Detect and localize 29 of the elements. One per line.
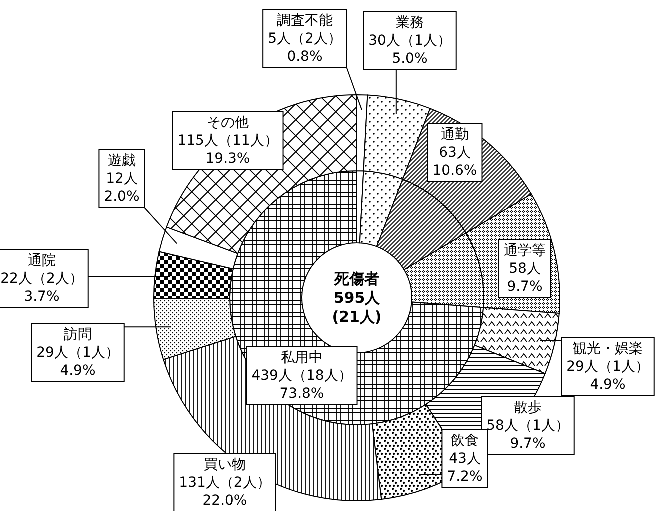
- data-label: 58人 9.7%: [507, 261, 543, 295]
- data-label: 439人（18人） 73.8%: [252, 368, 352, 402]
- slice-label: 遊戯: [108, 153, 136, 169]
- slice-label: その他: [207, 115, 249, 131]
- slice-label: 飲食: [451, 433, 479, 449]
- data-label: 115人（11人） 19.3%: [178, 133, 278, 167]
- text: (21人): [332, 308, 382, 326]
- data-label: 58人（1人） 9.7%: [486, 418, 570, 452]
- data-label: 5人（2人） 0.8%: [268, 31, 342, 65]
- data-label: 22人（2人） 3.7%: [0, 271, 84, 305]
- data-label: 12人 2.0%: [104, 171, 140, 205]
- slice-label: 買い物: [204, 457, 246, 473]
- data-label: 30人（1人） 5.0%: [368, 33, 452, 67]
- slice-label: 調査不能: [277, 13, 333, 29]
- slice-label: 散歩: [514, 400, 542, 416]
- slice-label: 通勤: [441, 127, 469, 143]
- slice-label: 私用中: [281, 350, 323, 366]
- slice-label: 訪問: [64, 327, 92, 343]
- data-label: 29人（1人） 4.9%: [36, 345, 120, 379]
- text: 死傷者: [334, 270, 380, 288]
- slice-label: 業務: [396, 15, 424, 31]
- slice-label: 通院: [28, 253, 56, 269]
- data-label: 29人（1人） 4.9%: [566, 359, 650, 393]
- data-label: 131人（2人） 22.0%: [179, 475, 271, 509]
- text: 595人: [334, 289, 382, 307]
- slice-label: 観光・娯楽: [573, 341, 643, 357]
- slice-label: 通学等: [504, 243, 546, 259]
- data-label: 43人 7.2%: [447, 451, 483, 485]
- data-label: 63人 10.6%: [432, 145, 478, 179]
